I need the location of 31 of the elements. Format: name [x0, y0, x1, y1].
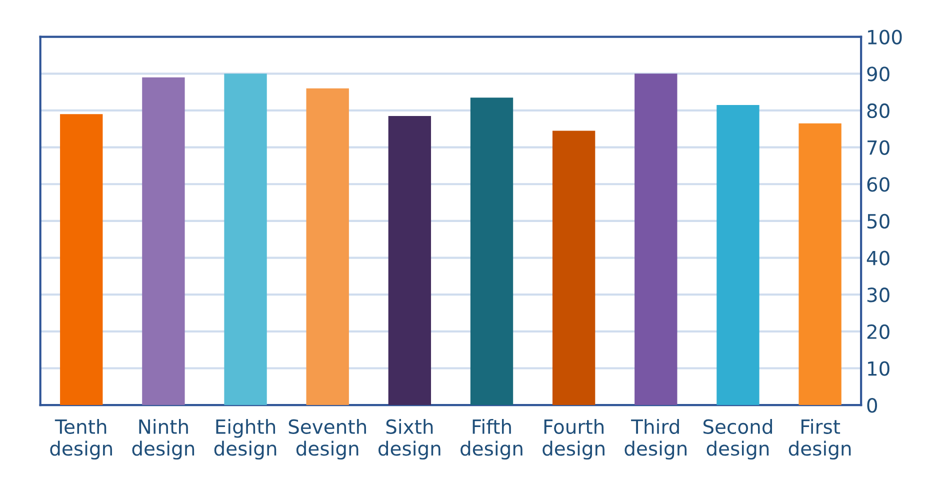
x-tick-label: Seventh design — [288, 418, 366, 460]
y-tick-label: 90 — [867, 66, 890, 82]
x-tick-label: Tenth design — [50, 418, 112, 460]
y-tick-label: 50 — [867, 214, 890, 229]
bar — [388, 116, 432, 406]
x-tick-label: Second design — [703, 418, 772, 460]
bar — [470, 98, 514, 406]
y-tick-label: 10 — [868, 361, 890, 376]
y-tick-label: 100 — [868, 30, 902, 44]
y-tick-label: 70 — [868, 140, 890, 155]
y-tick-label: 60 — [867, 177, 890, 192]
x-tick-label: Sixth design — [378, 418, 440, 460]
bar — [142, 77, 185, 406]
y-tick-label: 30 — [867, 288, 890, 302]
x-tick-label: Third design — [624, 418, 686, 460]
y-tick-label: 80 — [867, 103, 890, 118]
bar — [634, 74, 678, 406]
x-tick-label: Ninth design — [132, 418, 194, 460]
y-tick-label: 0 — [867, 398, 878, 413]
bar — [60, 114, 103, 406]
x-tick-label: First design — [788, 418, 851, 460]
bar — [552, 130, 596, 406]
bar — [798, 123, 842, 406]
x-tick-label: Fourth design — [542, 418, 604, 460]
bar — [224, 74, 267, 406]
x-tick-label: Eighth design — [214, 418, 276, 460]
bar — [306, 88, 349, 406]
x-tick-label: Fifth design — [460, 418, 522, 460]
y-tick-label: 40 — [866, 250, 890, 266]
y-tick-label: 20 — [867, 324, 890, 340]
bar — [716, 104, 760, 406]
